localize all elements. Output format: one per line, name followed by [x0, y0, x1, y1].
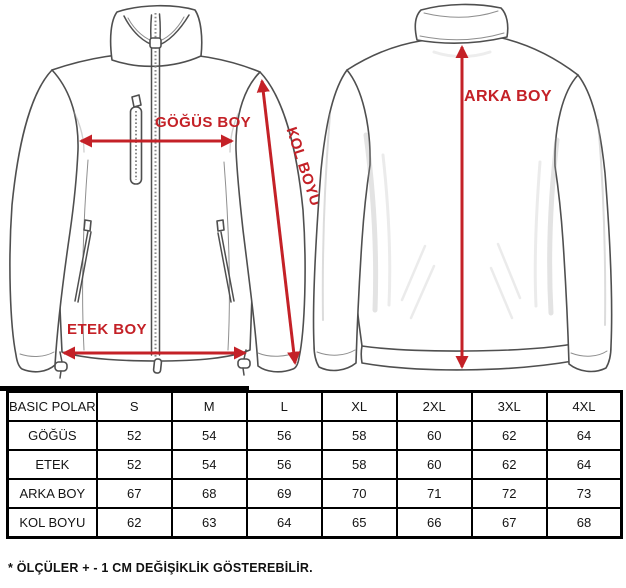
zipper-slider	[149, 37, 162, 49]
size-column-header: L	[245, 390, 323, 422]
size-value-cell: 54	[170, 420, 248, 451]
chest-width-label: GÖĞÜS BOY	[155, 113, 251, 131]
size-column-header: 4XL	[545, 390, 623, 422]
back-length-label: ARKA BOY	[464, 88, 552, 105]
size-value-cell: 68	[545, 507, 623, 539]
size-value-cell: 66	[395, 507, 473, 539]
footnote: * ÖLÇÜLER + - 1 CM DEĞİŞİKLİK GÖSTEREBİL…	[8, 561, 313, 575]
front-left-pocket	[74, 219, 92, 303]
size-value-cell: 69	[245, 478, 323, 509]
size-table-header: BASIC POLAR S M L XL 2XL 3XL 4XL	[6, 390, 623, 422]
size-column-header: 3XL	[470, 390, 548, 422]
size-value-cell: 52	[95, 420, 173, 451]
size-value-cell: 68	[170, 478, 248, 509]
size-column-header: M	[170, 390, 248, 422]
size-value-cell: 67	[470, 507, 548, 539]
size-value-cell: 62	[470, 420, 548, 451]
size-column-header: 2XL	[395, 390, 473, 422]
size-value-cell: 52	[95, 449, 173, 480]
front-left-sleeve	[9, 69, 79, 373]
size-value-cell: 56	[245, 449, 323, 480]
zipper-pull	[152, 358, 163, 374]
size-value-cell: 62	[470, 449, 548, 480]
size-column-header: XL	[320, 390, 398, 422]
sleeve-length-arrow	[256, 79, 301, 365]
jacket-measurement-diagram: GÖĞÜS BOY ETEK BOY KOL BOYU	[9, 3, 613, 379]
jacket-front-view: GÖĞÜS BOY ETEK BOY KOL BOYU	[9, 4, 324, 379]
size-value-cell: 64	[245, 507, 323, 539]
size-value-cell: 73	[545, 478, 623, 509]
size-value-cell: 58	[320, 449, 398, 480]
size-table-body: GÖĞÜS 52 54 56 58 60 62 64 ETEK 52 54 56 58 60 62 64 ARK…	[6, 420, 623, 539]
size-table: BASIC POLAR S M L XL 2XL 3XL 4XL GÖĞÜS 52 54 56 58 6…	[6, 390, 624, 539]
size-value-cell: 70	[320, 478, 398, 509]
back-left-sleeve	[312, 69, 371, 372]
product-label-cell: BASIC POLAR	[6, 390, 98, 422]
table-row: ARKA BOY 67 68 69 70 71 72 73	[6, 478, 623, 509]
size-value-cell: 60	[395, 449, 473, 480]
size-value-cell: 60	[395, 420, 473, 451]
front-right-pocket	[216, 219, 235, 303]
table-top-bar	[0, 386, 249, 391]
size-value-cell: 72	[470, 478, 548, 509]
hem-toggle-left	[54, 351, 68, 379]
size-value-cell: 58	[320, 420, 398, 451]
back-body-outline	[345, 37, 582, 354]
jacket-back-view: ARKA BOY	[312, 3, 613, 373]
size-value-cell: 63	[170, 507, 248, 539]
measurement-row-label: ETEK	[6, 449, 98, 480]
hem-width-label: ETEK BOY	[67, 321, 147, 338]
measurement-row-label: KOL BOYU	[6, 507, 98, 539]
size-value-cell: 71	[395, 478, 473, 509]
back-right-sleeve	[554, 74, 613, 373]
table-row: GÖĞÜS 52 54 56 58 60 62 64	[6, 420, 623, 451]
size-column-header: S	[95, 390, 173, 422]
table-row: KOL BOYU 62 63 64 65 66 67 68	[6, 507, 623, 539]
size-value-cell: 65	[320, 507, 398, 539]
size-value-cell: 67	[95, 478, 173, 509]
size-value-cell: 64	[545, 449, 623, 480]
size-value-cell: 54	[170, 449, 248, 480]
measurement-row-label: GÖĞÜS	[6, 420, 98, 451]
size-value-cell: 56	[245, 420, 323, 451]
size-value-cell: 64	[545, 420, 623, 451]
size-table-header-row: BASIC POLAR S M L XL 2XL 3XL 4XL	[6, 390, 623, 422]
table-row: ETEK 52 54 56 58 60 62 64	[6, 449, 623, 480]
size-value-cell: 62	[95, 507, 173, 539]
measurement-row-label: ARKA BOY	[6, 478, 98, 509]
